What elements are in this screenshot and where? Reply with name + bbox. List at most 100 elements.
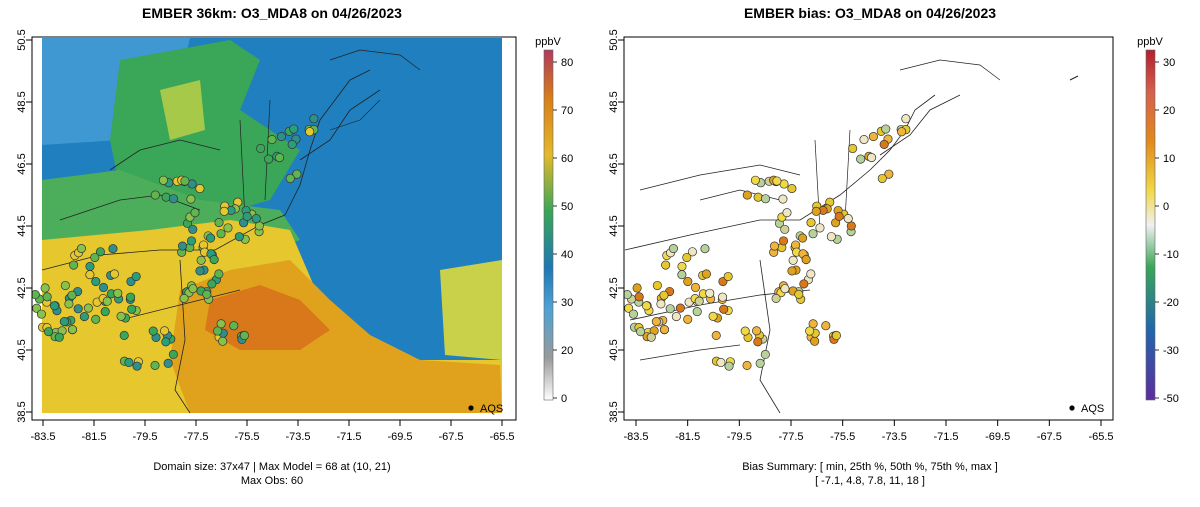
- bias-site-marker: [753, 192, 763, 202]
- obs-site-marker: [264, 154, 274, 164]
- y-tick-label: 48.5: [16, 91, 28, 112]
- bias-site-marker: [716, 357, 726, 368]
- right-observation-sites: [624, 114, 911, 371]
- bias-site-marker: [724, 361, 734, 371]
- obs-site-marker: [91, 314, 101, 324]
- obs-site-marker: [209, 255, 219, 265]
- left-y-axis: 50.5 48.5 46.5 44.5 42.5 40.5 38.5: [16, 29, 32, 423]
- colorbar-tick-label: 30: [1163, 57, 1175, 69]
- bias-site-marker: [806, 269, 816, 279]
- obs-site-marker: [177, 241, 188, 251]
- obs-site-marker: [113, 288, 123, 298]
- bias-site-marker: [700, 244, 710, 254]
- colorbar-tick-label: 20: [1163, 105, 1175, 117]
- colorbar-tick-label: 50: [561, 201, 573, 213]
- bias-site-marker: [701, 269, 711, 279]
- bias-site-marker: [718, 292, 728, 302]
- bias-site-marker: [646, 332, 656, 342]
- bias-site-marker: [859, 135, 869, 145]
- left-title: EMBER 36km: O3_MDA8 on 04/26/2023: [142, 5, 402, 21]
- obs-site-marker: [195, 184, 205, 194]
- colorbar-tick-label: 20: [561, 345, 573, 357]
- bias-site-marker: [719, 304, 729, 314]
- obs-site-marker: [195, 266, 205, 276]
- x-tick-label: -75.5: [234, 431, 259, 443]
- bias-site-marker: [682, 252, 692, 263]
- obs-site-marker: [163, 358, 173, 368]
- left-footer-line2: Max Obs: 60: [241, 475, 303, 487]
- obs-site-marker: [214, 269, 224, 279]
- obs-site-marker: [234, 232, 244, 242]
- bias-site-marker: [668, 244, 678, 254]
- bias-site-marker: [808, 319, 818, 329]
- bias-site-marker: [806, 218, 816, 228]
- bias-site-marker: [811, 206, 821, 216]
- bias-site-marker: [708, 311, 718, 321]
- colorbar-tick-label: 40: [561, 249, 573, 261]
- bias-site-marker: [753, 337, 763, 347]
- bias-site-marker: [834, 211, 844, 222]
- bias-site-marker: [769, 241, 780, 251]
- bias-site-marker: [659, 325, 670, 335]
- obs-site-marker: [275, 153, 285, 163]
- colorbar-tick-label: 70: [561, 105, 573, 117]
- bias-site-marker: [692, 307, 702, 317]
- obs-site-marker: [158, 175, 168, 185]
- obs-site-marker: [100, 307, 110, 317]
- right-aqs-marker: [1069, 405, 1075, 411]
- obs-site-marker: [119, 330, 129, 341]
- obs-site-marker: [32, 290, 40, 300]
- obs-site-marker: [202, 289, 212, 299]
- obs-site-marker: [79, 312, 89, 322]
- bias-site-marker: [677, 270, 687, 280]
- obs-site-marker: [42, 292, 52, 302]
- bias-site-marker: [868, 132, 878, 142]
- obs-site-marker: [161, 337, 171, 347]
- obs-site-marker: [242, 211, 252, 222]
- x-tick-label: -81.5: [675, 431, 700, 443]
- obs-site-marker: [49, 301, 60, 311]
- colorbar-tick-label: 0: [561, 393, 567, 405]
- bias-site-marker: [636, 327, 646, 337]
- bias-site-marker: [665, 304, 675, 314]
- bias-site-marker: [705, 288, 715, 298]
- bias-site-marker: [671, 312, 681, 322]
- y-tick-label: 44.5: [608, 215, 620, 236]
- obs-site-marker: [213, 326, 223, 336]
- left-plot-frame: [31, 36, 517, 421]
- x-tick-label: -67.5: [438, 431, 463, 443]
- x-tick-label: -83.5: [623, 431, 648, 443]
- bias-site-marker: [752, 326, 762, 336]
- obs-site-marker: [60, 280, 70, 291]
- right-map: [624, 37, 1113, 420]
- right-footer-line2: [ -7.1, 4.8, 7.8, 11, 18 ]: [815, 475, 925, 487]
- obs-site-marker: [214, 218, 224, 228]
- y-tick-label: 40.5: [16, 339, 28, 360]
- bias-site-marker: [641, 301, 652, 311]
- bias-site-marker: [772, 176, 782, 186]
- bias-site-marker: [634, 292, 644, 302]
- obs-site-marker: [179, 293, 189, 304]
- colorbar-tick-label: -50: [1163, 393, 1179, 405]
- bias-site-marker: [877, 173, 887, 184]
- colorbar-tick-label: 0: [1163, 201, 1169, 213]
- bias-site-marker: [677, 261, 687, 271]
- obs-site-marker: [109, 269, 119, 279]
- x-tick-label: -65.5: [1088, 431, 1113, 443]
- obs-site-marker: [148, 326, 158, 336]
- bias-site-marker: [798, 233, 808, 243]
- bias-site-marker: [760, 349, 770, 360]
- obs-site-marker: [150, 360, 160, 370]
- bias-site-marker: [740, 326, 750, 336]
- y-tick-label: 42.5: [16, 277, 28, 298]
- y-tick-label: 46.5: [608, 153, 620, 174]
- obs-site-marker: [276, 132, 286, 142]
- right-colorbar-unit: ppbV: [1137, 36, 1163, 48]
- bias-site-marker: [780, 284, 790, 294]
- y-tick-label: 40.5: [608, 339, 620, 360]
- obs-site-marker: [76, 244, 86, 254]
- bias-site-marker: [683, 276, 693, 287]
- bias-site-marker: [624, 290, 632, 300]
- obs-site-marker: [131, 271, 141, 282]
